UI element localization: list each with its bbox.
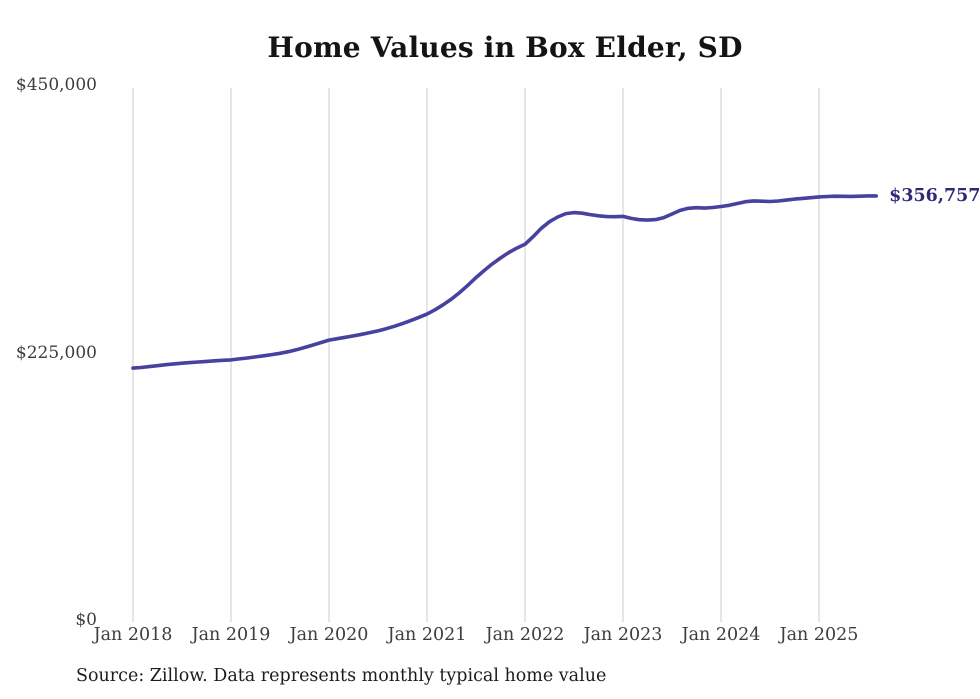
x-tick-label: Jan 2019 [191,625,271,645]
home-values-line [131,194,878,370]
x-tick-label: Jan 2023 [583,625,663,645]
y-tick-label: $225,000 [15,342,97,363]
y-tick-label: $450,000 [15,75,97,95]
x-tick-label: Jan 2020 [289,625,369,645]
gridlines [132,88,820,622]
x-tick-label: Jan 2022 [485,625,565,645]
x-tick-label: Jan 2025 [779,625,859,645]
x-tick-label: Jan 2024 [681,625,761,645]
y-tick-label: $0 [75,610,97,630]
source-note: Source: Zillow. Data represents monthly … [76,666,607,686]
chart-title: Home Values in Box Elder, SD [267,31,743,64]
end-value-label: $356,757 [889,185,980,206]
x-tick-label: Jan 2021 [387,625,467,645]
x-tick-label: Jan 2018 [93,625,173,645]
